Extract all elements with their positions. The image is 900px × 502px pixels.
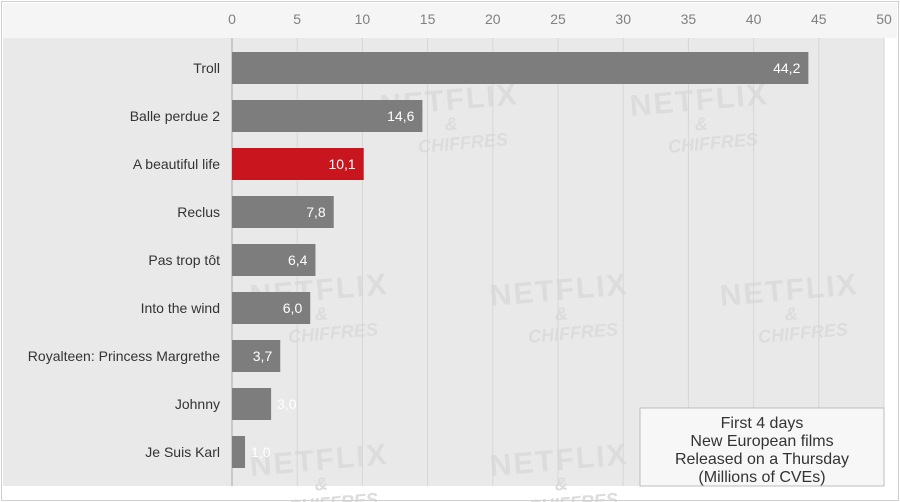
bar-value-label: 3,7 — [253, 348, 273, 364]
category-label: Balle perdue 2 — [130, 108, 221, 124]
x-tick-label: 0 — [228, 11, 236, 27]
x-tick-label: 35 — [681, 11, 697, 27]
bar-value-label: 44,2 — [773, 60, 800, 76]
caption-line: Released on a Thursday — [675, 451, 849, 468]
bar-value-label: 1,0 — [251, 444, 271, 460]
x-tick-label: 40 — [746, 11, 762, 27]
category-label: Reclus — [177, 204, 220, 220]
category-label: Pas trop tôt — [148, 252, 220, 268]
x-tick-label: 5 — [293, 11, 301, 27]
category-label: Je Suis Karl — [145, 444, 220, 460]
bar — [232, 52, 808, 84]
category-label: Johnny — [175, 396, 220, 412]
x-tick-label: 20 — [485, 11, 501, 27]
bar — [232, 436, 245, 468]
x-tick-label: 50 — [876, 11, 892, 27]
x-tick-label: 45 — [811, 11, 827, 27]
netflix-cves-bar-chart: NETFLIX&CHIFFRESNETFLIX&CHIFFRESNETFLIX&… — [0, 0, 900, 502]
caption-line: (Millions of CVEs) — [698, 469, 825, 486]
x-tick-label: 10 — [355, 11, 371, 27]
bar-value-label: 10,1 — [328, 156, 355, 172]
bar-value-label: 7,8 — [306, 204, 326, 220]
watermark-amp: & — [694, 113, 709, 134]
watermark-amp: & — [314, 303, 329, 324]
category-label: Into the wind — [141, 300, 220, 316]
x-tick-label: 25 — [550, 11, 566, 27]
watermark-amp: & — [444, 113, 459, 134]
x-tick-label: 30 — [615, 11, 631, 27]
x-tick-label: 15 — [420, 11, 436, 27]
watermark-amp: & — [784, 303, 799, 324]
bar-value-label: 14,6 — [387, 108, 414, 124]
bar-value-label: 6,0 — [283, 300, 303, 316]
category-label: A beautiful life — [133, 156, 220, 172]
watermark-amp: & — [554, 303, 569, 324]
category-label: Royalteen: Princess Margrethe — [28, 348, 220, 364]
bar — [232, 388, 271, 420]
watermark-amp: & — [554, 473, 569, 494]
category-label: Troll — [193, 60, 220, 76]
caption-line: First 4 days — [721, 415, 804, 432]
watermark-amp: & — [314, 473, 329, 494]
caption-line: New European films — [690, 433, 833, 450]
bar-value-label: 6,4 — [288, 252, 308, 268]
bar-value-label: 3,0 — [277, 396, 297, 412]
